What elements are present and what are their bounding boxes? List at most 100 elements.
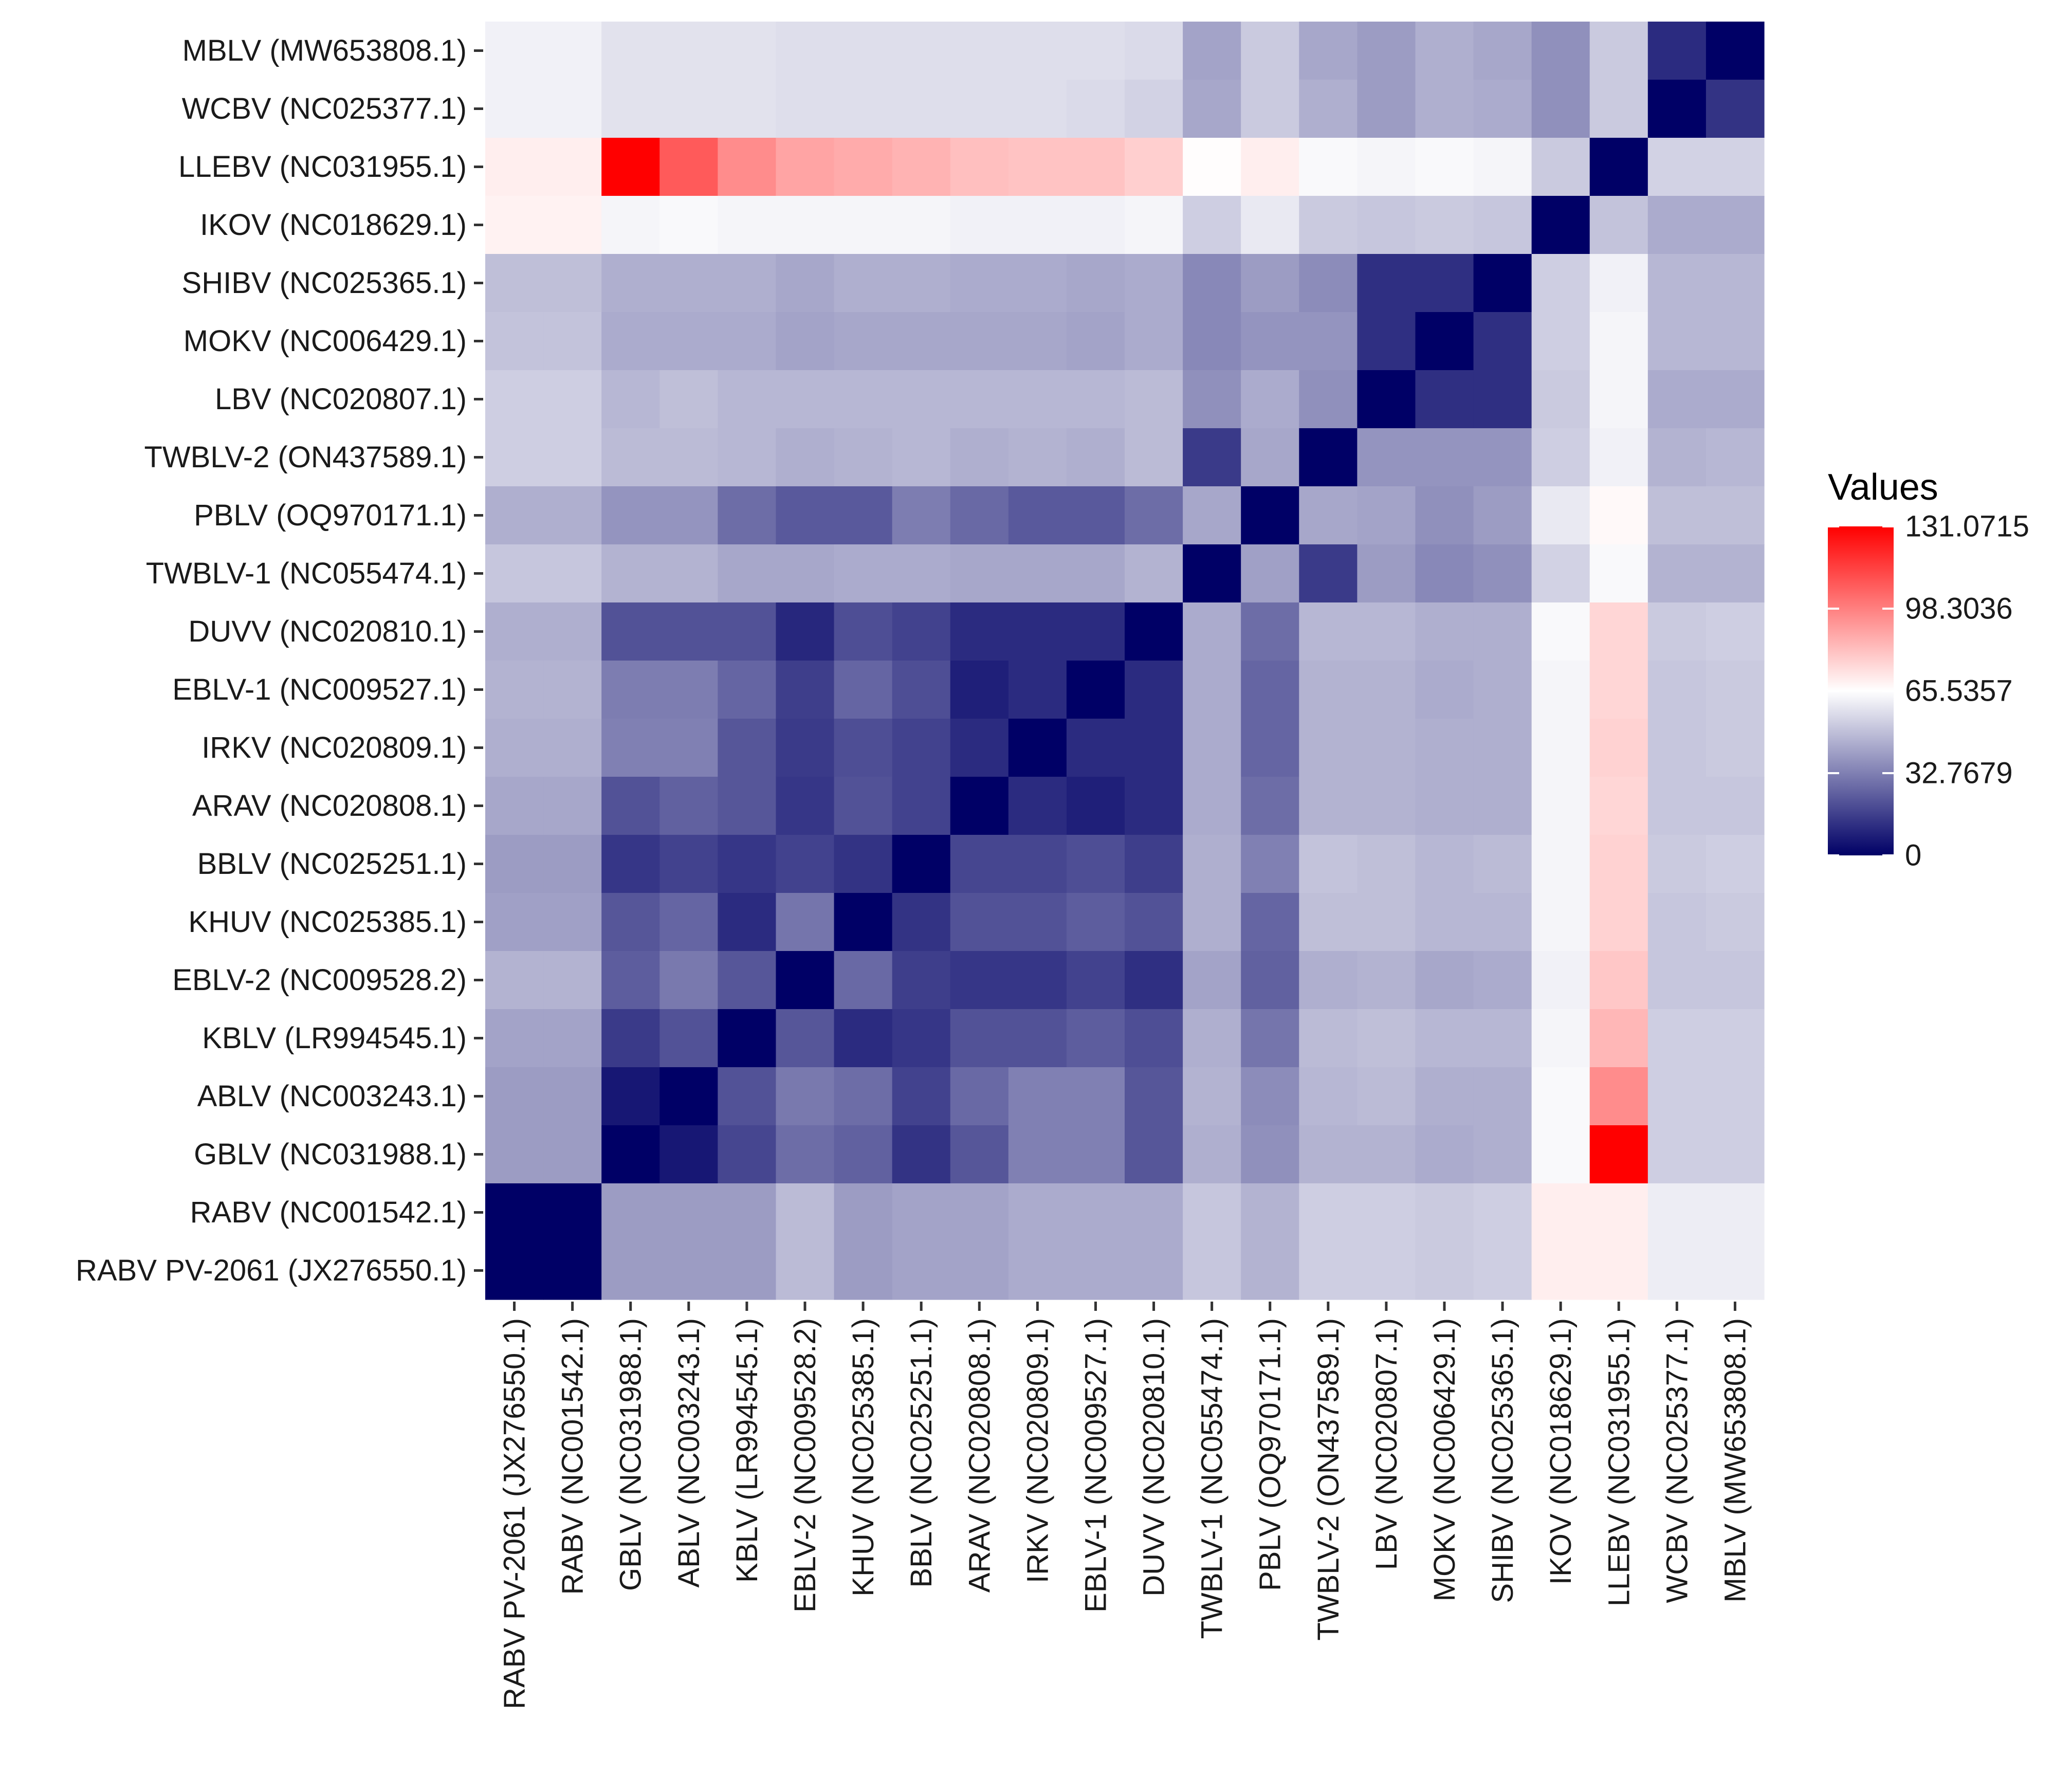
heatmap-cell [1589,1067,1648,1126]
heatmap-cell [601,1067,660,1126]
heatmap-cell [950,1067,1009,1126]
heatmap-cell [1008,312,1067,371]
heatmap-cell [659,370,718,429]
y-tick-label: RABV PV-2061 (JX276550.1) [76,1254,467,1287]
y-tick-label: LBV (NC020807.1) [215,382,467,416]
heatmap-cell [1299,196,1358,254]
heatmap-cell [1589,661,1648,719]
heatmap-cell [543,951,602,1010]
heatmap-cell [1531,1067,1590,1126]
heatmap-cell [543,893,602,952]
heatmap-cell [718,1183,777,1242]
y-tick-label: EBLV-1 (NC009527.1) [172,673,467,706]
heatmap-cell [1125,661,1183,719]
heatmap-cell [1183,1009,1241,1068]
heatmap-cell [892,486,951,545]
heatmap-cell [485,719,544,777]
y-tick-label: MOKV (NC006429.1) [184,324,467,358]
heatmap-cell [1008,196,1067,254]
heatmap-cell [1183,312,1241,371]
heatmap-cell [718,22,777,80]
heatmap-cell [1706,951,1765,1010]
heatmap-cell [543,22,602,80]
x-tick-label: TWBLV-1 (NC055474.1) [1196,1318,1229,1639]
y-tick-label: KBLV (LR994545.1) [202,1021,467,1055]
heatmap-cell [1647,486,1707,545]
heatmap-cell [834,893,893,952]
heatmap-cell [1066,544,1125,603]
heatmap-cell [659,312,718,371]
x-tick-label: KBLV (LR994545.1) [730,1318,764,1583]
y-tick-label: BBLV (NC025251.1) [197,847,467,881]
heatmap-cell [1125,1241,1183,1300]
heatmap-cell [834,835,893,893]
heatmap-cell [1589,835,1648,893]
heatmap-cell [485,835,544,893]
heatmap-cell [1415,22,1474,80]
heatmap-cell [1473,544,1532,603]
x-tick-label: LLEBV (NC031955.1) [1602,1318,1636,1606]
heatmap-cell [1647,254,1707,313]
heatmap-cell [1357,1009,1416,1068]
heatmap-cell [1241,835,1299,893]
heatmap-cell [485,602,544,661]
heatmap-cell [1415,893,1474,952]
heatmap-cell [1473,138,1532,196]
heatmap-cell [659,486,718,545]
heatmap-cell [1357,370,1416,429]
heatmap-cell [1415,661,1474,719]
heatmap-cell [1647,719,1707,777]
heatmap-cell [1357,835,1416,893]
heatmap-cell [776,893,835,952]
heatmap-cell [659,22,718,80]
heatmap-cell [1299,1067,1358,1126]
heatmap-cell [1589,486,1648,545]
heatmap-cell [1473,428,1532,487]
legend-break-label: 65.5357 [1905,674,2013,708]
heatmap-cell [1357,80,1416,138]
heatmap-cell [1473,22,1532,80]
heatmap-cell [1415,428,1474,487]
heatmap-cell [950,1183,1009,1242]
heatmap-cell [1357,1125,1416,1184]
heatmap-cell [543,719,602,777]
heatmap-cell [892,22,951,80]
heatmap-cell [1589,1009,1648,1068]
heatmap-cell [1647,951,1707,1010]
heatmap-cell [1183,1241,1241,1300]
heatmap-cell [718,486,777,545]
legend-break-label: 131.0715 [1905,510,2029,543]
heatmap-cell [1357,196,1416,254]
heatmap-cell [1706,661,1765,719]
x-tick-label: TWBLV-2 (ON437589.1) [1312,1318,1345,1641]
heatmap-cell [1125,196,1183,254]
heatmap-cell [543,661,602,719]
heatmap-cell [1531,370,1590,429]
heatmap-cell [1125,312,1183,371]
heatmap-cell [543,486,602,545]
heatmap-cell [718,254,777,313]
heatmap-cell [776,80,835,138]
heatmap-cell [1125,777,1183,835]
heatmap-cell [1066,1009,1125,1068]
heatmap-cell [1706,1241,1765,1300]
heatmap-cell [485,544,544,603]
heatmap-cell [1183,22,1241,80]
heatmap-cell [1473,254,1532,313]
heatmap-cell [1299,893,1358,952]
heatmap-cell [485,428,544,487]
heatmap-cell [1589,80,1648,138]
heatmap-cell [892,835,951,893]
heatmap-cell [1357,138,1416,196]
heatmap-cell [1531,254,1590,313]
heatmap-cell [1589,1125,1648,1184]
heatmap-cell [659,602,718,661]
heatmap-cell [950,22,1009,80]
heatmap-cell [718,719,777,777]
heatmap-cell [950,1125,1009,1184]
heatmap-cell [1008,370,1067,429]
heatmap-cell [1473,893,1532,952]
heatmap-cell [1357,1183,1416,1242]
heatmap-cell [1473,1183,1532,1242]
heatmap-cell [1589,22,1648,80]
